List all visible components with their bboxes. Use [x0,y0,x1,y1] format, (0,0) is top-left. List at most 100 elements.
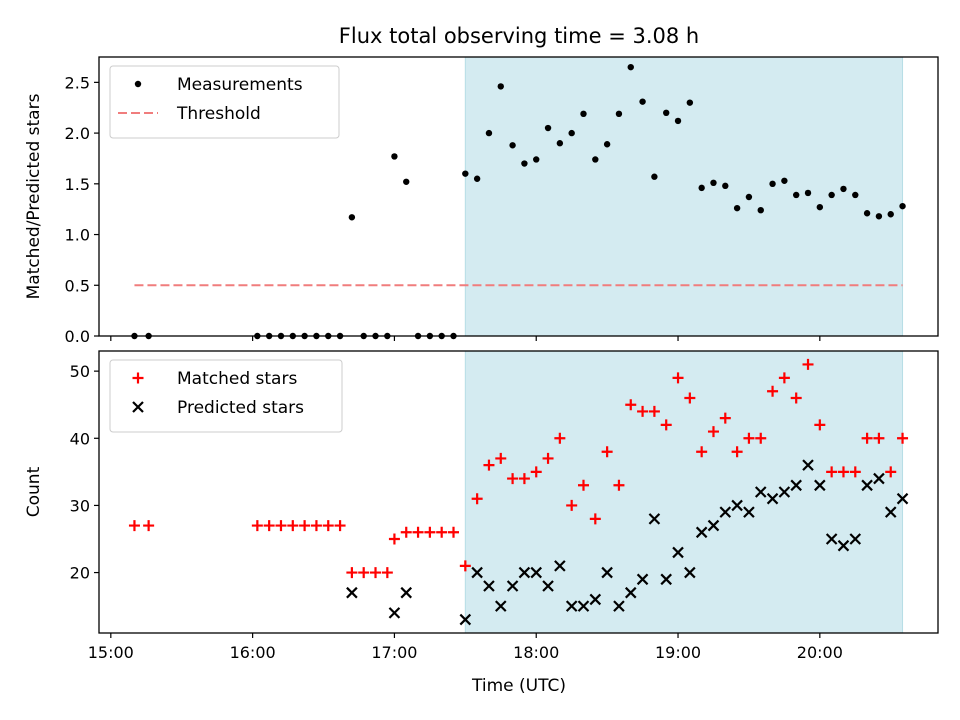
measurement-point [710,179,717,187]
measurement-point [828,191,835,199]
x-tick-label: 16:00 [230,643,276,662]
measurement-point [722,182,729,190]
x-tick-label: 15:00 [88,643,134,662]
matched-star-point [459,560,471,572]
predicted-star-point [766,492,779,505]
measurement-point [639,98,646,105]
measurement-point [781,177,788,184]
measurement-point [497,83,504,90]
matched-star-point [719,412,731,424]
predicted-star-point [884,506,897,518]
matched-star-point [577,479,589,491]
measurement-point [757,206,764,214]
predicted-star-point [577,600,590,612]
series-0 [128,358,909,579]
predicted-star-point [346,586,358,599]
measurement-point [745,193,753,201]
predicted-star-point [601,566,613,579]
predicted-star-point [648,513,661,525]
matched-star-point [897,432,909,444]
predicted-star-point [506,580,519,592]
predicted-star-point [483,580,495,592]
axes-frame [98,350,939,634]
matched-star-point [507,473,519,485]
predicted-star-point [861,479,873,492]
y-tick-label: 1.0 [65,226,90,245]
predicted-star-point [542,580,554,592]
matched-star-point [755,432,767,444]
matched-star-point [334,520,346,532]
matched-star-point [495,452,507,464]
matched-star-point [837,466,849,478]
matched-star-point [275,520,287,532]
matched-star-point [778,372,790,384]
x-tick-label: 17:00 [371,643,417,662]
measurement-point [863,210,871,217]
matched-star-point [707,426,719,438]
predicted-star-point [672,546,684,559]
measurement-point [627,63,634,71]
matched-star-point [660,419,672,431]
matched-star-point [483,459,495,471]
measurement-point [592,156,599,163]
top-panel: 0.0 0.5 1.0 1.5 2.0 2.5 Matched/Predicted star… [24,56,939,346]
predicted-star-point [802,459,814,471]
matched-star-point [143,520,155,532]
measurement-point [462,170,469,177]
predicted-star-point [565,600,578,612]
predicted-star-point [837,539,850,552]
predicted-star-point [849,533,862,545]
predicted-star-point [814,479,826,492]
matched-star-point [625,399,637,411]
predicted-star-point [494,600,507,612]
measurement-point [603,141,611,148]
matched-star-point [684,392,696,404]
predicted-star-point [707,519,720,532]
y-tick-label: 1.5 [65,175,90,194]
matched-star-point [861,432,873,444]
measurement-point [875,213,883,220]
measurement-point [403,178,410,185]
predicted-star-point [790,479,802,492]
predicted-star-point [471,566,483,579]
matched-star-point [530,466,542,478]
predicted-star-point [754,486,767,498]
matched-star-point [436,526,448,538]
y-tick-label: 40 [70,429,90,448]
matched-star-point [637,405,649,417]
matched-star-point [566,499,578,511]
predicted-star-point [400,586,413,599]
matched-star-point [448,526,460,538]
matched-star-point [370,567,382,579]
measurement-point [348,214,356,221]
matched-star-point [128,520,140,532]
matched-star-point [814,419,826,431]
y-tick-label: 2.0 [65,124,90,143]
measurement-point [556,140,564,147]
matched-star-point [400,526,412,538]
matched-star-point [743,432,755,444]
legend-label: Threshold [176,104,261,124]
matched-star-point [412,526,424,538]
matched-star-point [849,466,861,478]
predicted-star-point [731,499,743,512]
matched-star-point [790,392,802,404]
y-tick-label: 0.5 [65,276,90,295]
measurement-point [769,180,776,188]
measurement-point [792,191,800,199]
measurement-point [899,202,906,210]
legend-label: Measurements [177,75,303,95]
predicted-star-point [873,472,885,485]
measurement-point [887,211,894,218]
measurement-point [852,191,859,199]
x-tick-label: 19:00 [655,643,701,662]
measurement-point [568,129,575,137]
predicted-star-point [636,573,649,586]
measurement-point [674,117,682,125]
matched-star-point [518,473,530,485]
measurement-point [663,109,670,117]
matched-star-point [648,405,660,417]
observing-window-span [464,350,904,634]
legend-label: Matched stars [177,369,297,389]
observing-window-span [464,56,904,337]
